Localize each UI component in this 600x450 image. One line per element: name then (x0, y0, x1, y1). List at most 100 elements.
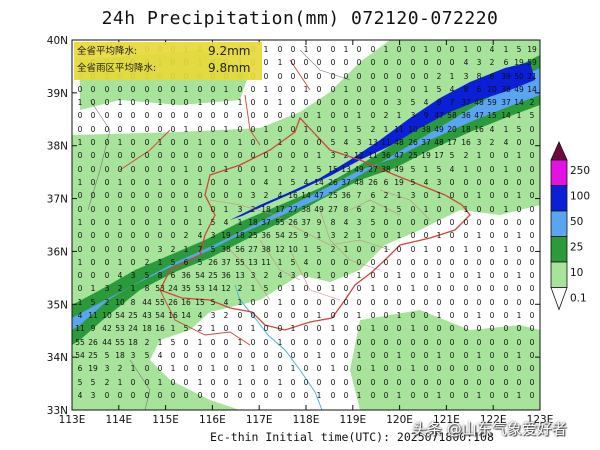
grid-value: 0 (105, 218, 110, 227)
grid-value: 1 (317, 231, 322, 240)
grid-value: 0 (224, 391, 229, 400)
grid-value: 0 (411, 338, 416, 347)
grid-value: 0 (251, 111, 256, 120)
grid-value: 0 (184, 351, 189, 360)
grid-value: 1 (357, 111, 362, 120)
grid-value: 8 (344, 205, 349, 214)
grid-value: 0 (384, 258, 389, 267)
grid-value: 47 (394, 151, 404, 160)
grid-value: 0 (397, 364, 402, 373)
grid-value: 0 (357, 85, 362, 94)
grid-value: 0 (278, 72, 283, 81)
grid-value: 1 (198, 338, 203, 347)
grid-value: 0 (131, 98, 136, 107)
grid-value: 0 (105, 98, 110, 107)
grid-value: 0 (504, 391, 509, 400)
grid-value: 4 (450, 85, 455, 94)
lon-label: 123E (527, 414, 554, 426)
grid-value: 5 (450, 151, 455, 160)
grid-value: 18 (461, 125, 471, 134)
grid-value: 4 (344, 138, 349, 147)
grid-value: 1 (278, 338, 283, 347)
grid-value: 0 (437, 205, 442, 214)
grid-value: 0 (184, 218, 189, 227)
grid-value: 0 (530, 338, 535, 347)
grid-value: 0 (238, 151, 243, 160)
grid-value: 0 (105, 191, 110, 200)
grid-value: 2 (530, 98, 535, 107)
grid-value: 0 (278, 85, 283, 94)
grid-value: 0 (331, 378, 336, 387)
grid-value: 0 (477, 205, 482, 214)
lat-label: 35N (47, 299, 68, 311)
grid-value: 1 (504, 245, 509, 254)
grid-value: 0 (371, 351, 376, 360)
grid-value: 13 (368, 138, 378, 147)
grid-value: 1 (357, 231, 362, 240)
grid-value: 0 (145, 125, 150, 134)
grid-value: 0 (424, 351, 429, 360)
grid-value: 0 (78, 85, 83, 94)
grid-value: 5 (530, 111, 535, 120)
grid-value: 0 (331, 311, 336, 320)
grid-value: 0 (317, 284, 322, 293)
grid-value: 37 (221, 258, 231, 267)
grid-value: 0 (105, 178, 110, 187)
grid-value: 0 (517, 165, 522, 174)
grid-value: 0 (91, 151, 96, 160)
grid-value: 0 (118, 125, 123, 134)
grid-value: 0 (291, 85, 296, 94)
grid-value: 0 (331, 72, 336, 81)
grid-value: 59 (527, 58, 537, 67)
grid-value: 11 (75, 324, 85, 333)
grid-value: 25 (208, 271, 218, 280)
grid-value: 0 (517, 245, 522, 254)
grid-value: 0 (131, 111, 136, 120)
grid-value: 0 (131, 138, 136, 147)
grid-value: 0 (450, 218, 455, 227)
grid-value: 9 (91, 324, 96, 333)
grid-value: 2 (105, 378, 110, 387)
grid-value: 1 (278, 258, 283, 267)
grid-value: 5 (145, 271, 150, 280)
grid-value: 2 (171, 245, 176, 254)
grid-value: 0 (304, 138, 309, 147)
grid-value: 0 (344, 98, 349, 107)
grid-value: 0 (224, 324, 229, 333)
grid-value: 1 (384, 85, 389, 94)
grid-value: 1 (517, 271, 522, 280)
grid-value: 0 (91, 165, 96, 174)
grid-value: 1 (397, 231, 402, 240)
grid-value: 5 (317, 165, 322, 174)
grid-value: 0 (171, 138, 176, 147)
grid-value: 0 (118, 231, 123, 240)
province-border-other (119, 59, 311, 346)
grid-value: 0 (331, 45, 336, 54)
grid-value: 1 (517, 391, 522, 400)
grid-value: 14 (514, 98, 524, 107)
grid-value: 5 (184, 324, 189, 333)
grid-value: 5 (78, 378, 83, 387)
grid-value: 1 (198, 178, 203, 187)
grid-value: 0 (477, 165, 482, 174)
grid-value: 0 (211, 205, 216, 214)
grid-value: 0 (331, 58, 336, 67)
grid-value: 8 (145, 284, 150, 293)
grid-value: 0 (291, 338, 296, 347)
lon-label: 116E (199, 414, 226, 426)
grid-value: 1 (477, 271, 482, 280)
grid-value: 0 (91, 191, 96, 200)
grid-value: 4 (224, 218, 229, 227)
grid-value: 48 (354, 178, 364, 187)
grid-value: 0 (344, 58, 349, 67)
grid-value: 0 (291, 298, 296, 307)
grid-value: 0 (331, 351, 336, 360)
grid-value: 1 (357, 271, 362, 280)
grid-value: 0 (384, 298, 389, 307)
grid-value: 2 (464, 151, 469, 160)
grid-value: 0 (504, 284, 509, 293)
grid-value: 38 (381, 165, 391, 174)
grid-value: 1 (384, 45, 389, 54)
grid-value: 0 (530, 298, 535, 307)
